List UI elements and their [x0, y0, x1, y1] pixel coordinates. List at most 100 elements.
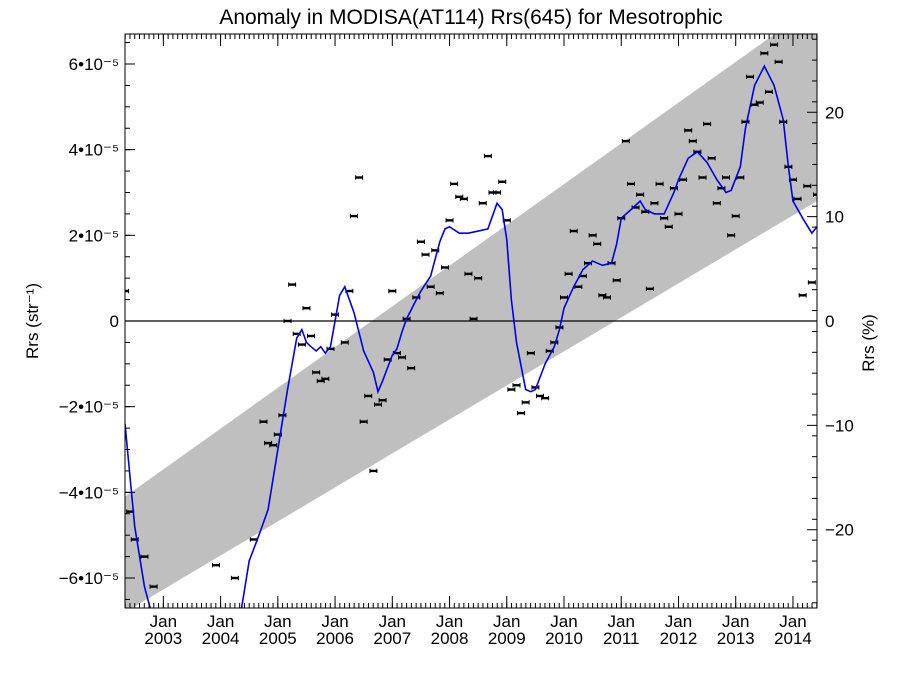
data-point — [369, 468, 378, 474]
data-point — [269, 443, 278, 448]
y2-axis-label: Rrs (%) — [859, 314, 878, 372]
data-point — [149, 584, 158, 589]
data-point — [130, 537, 139, 542]
data-point — [645, 286, 654, 292]
data-point — [278, 413, 287, 418]
data-point — [703, 121, 712, 127]
data-point — [588, 233, 597, 238]
data-point — [741, 119, 750, 125]
y2-tick-label: 10 — [825, 208, 844, 227]
data-point — [569, 228, 578, 234]
data-point — [612, 278, 621, 283]
plot-area — [125, 34, 817, 608]
data-point — [593, 241, 602, 247]
data-point — [707, 156, 716, 161]
data-point — [483, 153, 492, 159]
data-point — [655, 181, 664, 187]
data-point — [493, 190, 502, 195]
data-point — [125, 288, 129, 294]
data-point — [512, 383, 521, 388]
data-point — [388, 288, 397, 294]
data-point — [412, 295, 421, 300]
data-point — [312, 370, 321, 375]
data-point — [727, 233, 736, 238]
data-point — [259, 419, 268, 424]
data-point — [684, 128, 693, 133]
data-point — [478, 201, 487, 206]
x-tick-year-label: 2006 — [316, 629, 354, 648]
data-point — [321, 376, 330, 382]
data-point — [340, 340, 349, 345]
x-tick-month-label: Jan — [379, 612, 406, 631]
y2-tick-label: 20 — [825, 103, 844, 122]
data-point — [474, 275, 483, 281]
y2-tick-label: −20 — [825, 521, 854, 540]
data-point — [450, 181, 459, 187]
x-tick-month-label: Jan — [665, 612, 692, 631]
x-tick-year-label: 2004 — [202, 629, 240, 648]
x-tick-year-label: 2012 — [660, 629, 698, 648]
data-point — [669, 186, 678, 191]
data-point — [746, 74, 755, 80]
data-point — [297, 342, 306, 347]
data-point — [674, 211, 683, 217]
x-tick-month-label: Jan — [550, 612, 577, 631]
x-tick-year-label: 2008 — [431, 629, 469, 648]
data-point — [688, 138, 697, 144]
data-point — [331, 312, 340, 317]
data-point — [440, 265, 449, 270]
y-axis-right: 20 10 0 −10 −20 — [807, 38, 854, 604]
y2-tick-label: 0 — [825, 312, 834, 331]
data-point — [307, 333, 316, 339]
data-point — [273, 432, 282, 437]
x-tick-month-label: Jan — [493, 612, 520, 631]
x-tick-month-label: Jan — [207, 612, 234, 631]
y-tick-label: 2•10⁻⁵ — [69, 226, 119, 245]
data-point — [803, 183, 812, 189]
data-point — [764, 89, 773, 95]
x-tick-year-label: 2010 — [545, 629, 583, 648]
x-tick-month-label: Jan — [264, 612, 291, 631]
data-point — [416, 239, 425, 244]
data-point — [517, 410, 526, 416]
y-tick-label: 6•10⁻⁵ — [69, 55, 119, 74]
y-axis-left: 6•10⁻⁵ 4•10⁻⁵ 2•10⁻⁵ 0 −2•10⁻⁵ −4•10⁻⁵ −6•10⁻⁵ — [59, 42, 135, 600]
data-point — [288, 282, 297, 287]
data-point — [731, 213, 740, 219]
data-point — [283, 318, 292, 324]
y-tick-label: −4•10⁻⁵ — [59, 483, 119, 502]
y-tick-label: 0 — [110, 312, 119, 331]
data-point — [373, 402, 382, 407]
data-point — [464, 271, 473, 277]
data-point — [541, 395, 550, 401]
data-point — [698, 175, 707, 180]
x-tick-year-label: 2003 — [144, 629, 182, 648]
data-point — [445, 218, 454, 223]
x-tick-year-label: 2005 — [259, 629, 297, 648]
data-point — [770, 42, 779, 47]
data-point — [459, 196, 468, 202]
y-tick-label: −6•10⁻⁵ — [59, 569, 119, 588]
data-point — [426, 284, 435, 289]
data-point — [349, 213, 358, 219]
x-tick-month-label: Jan — [436, 612, 463, 631]
data-point — [621, 138, 630, 144]
x-tick-year-label: 2011 — [603, 629, 640, 648]
x-tick-month-label: Jan — [321, 612, 348, 631]
data-point — [602, 295, 611, 300]
data-point — [813, 192, 817, 197]
data-point — [212, 562, 221, 568]
data-point — [359, 419, 368, 424]
data-point — [650, 201, 659, 206]
x-tick-month-label: Jan — [722, 612, 749, 631]
data-point — [755, 100, 764, 105]
data-point — [498, 179, 507, 184]
x-tick-year-label: 2009 — [488, 629, 526, 648]
data-point — [230, 575, 239, 581]
data-point — [302, 305, 311, 311]
y-tick-label: −2•10⁻⁵ — [59, 398, 119, 417]
data-point — [526, 350, 535, 356]
data-point — [421, 252, 430, 257]
x-tick-year-label: 2014 — [774, 629, 812, 648]
data-point — [660, 215, 669, 221]
